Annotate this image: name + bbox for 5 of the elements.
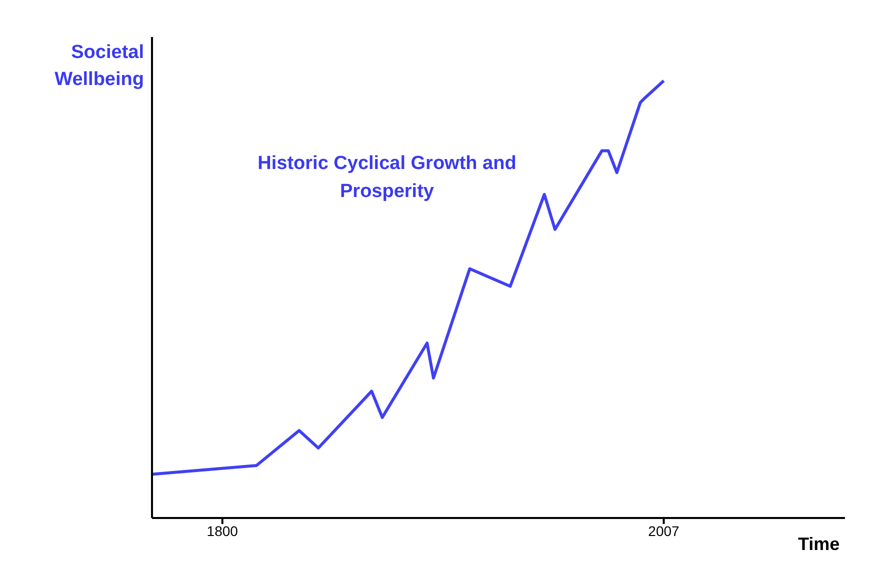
annotation: Historic Cyclical Growth and Prosperity <box>256 152 518 204</box>
x-axis-title: Time <box>798 534 840 555</box>
x-tick-label: 1800 <box>206 522 238 539</box>
y-axis-title: Societal Wellbeing <box>54 41 144 92</box>
x-tick-label: 2007 <box>648 522 680 539</box>
